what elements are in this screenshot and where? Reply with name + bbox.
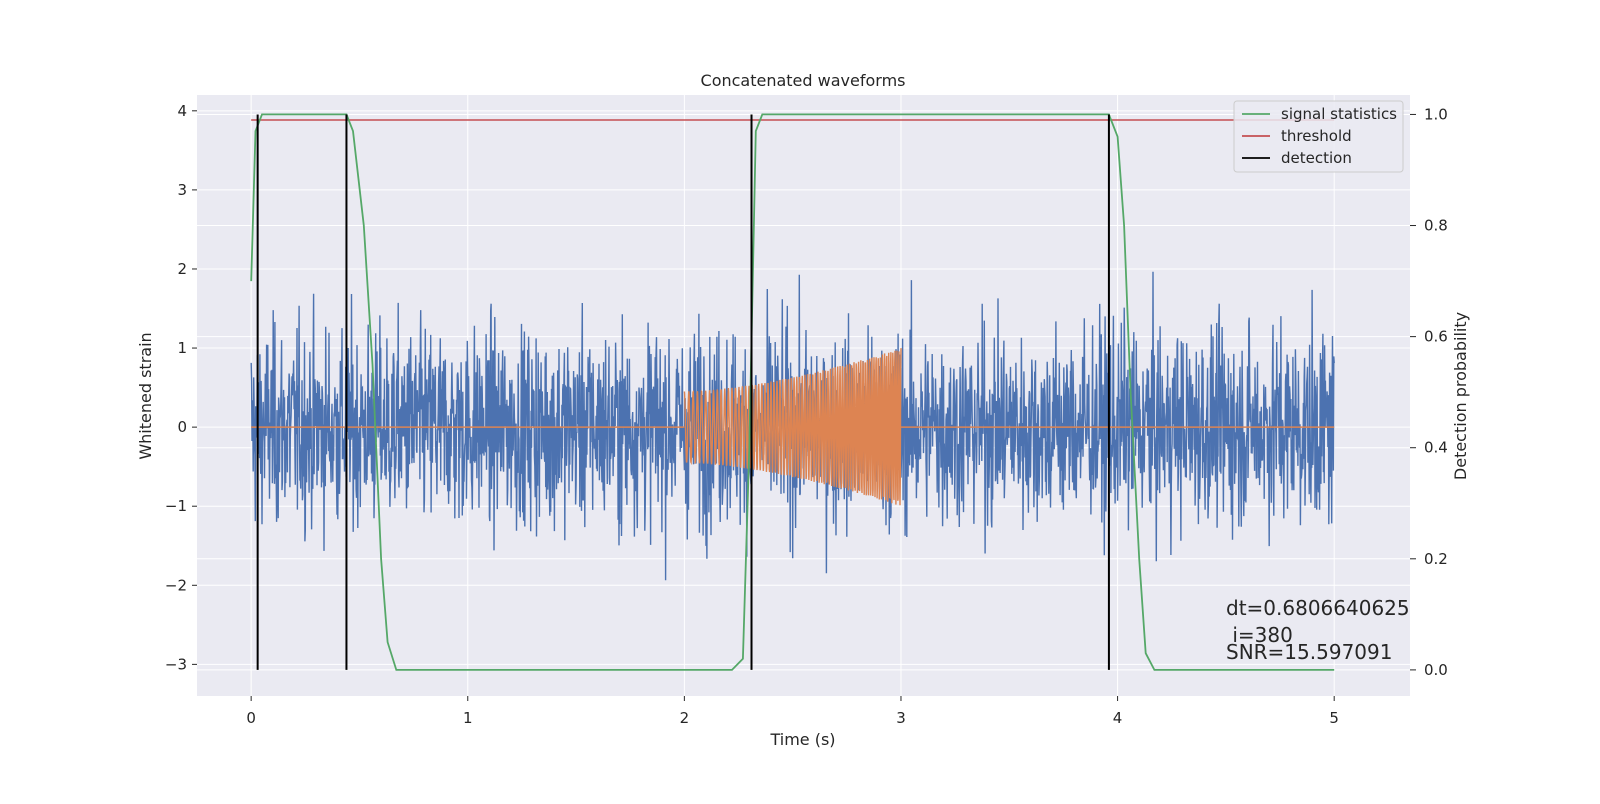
- y2-tick-label-1: 0.2: [1424, 550, 1448, 568]
- y2-tick-label-5: 1.0: [1424, 105, 1448, 123]
- annotation-block: dt=0.6806640625 i=380 SNR=15.597091: [1226, 596, 1410, 664]
- signal-statistics-line: [250, 113, 1335, 671]
- ticks-layer: 0 1 2 3 4 5 −3 −2 −1 0 1 2 3 4 0.0 0.2 0.4 0.6 0.8 1.0: [165, 102, 1448, 727]
- annotation-snr: SNR=15.597091: [1226, 640, 1392, 664]
- strain-layer: [250, 271, 1335, 581]
- legend-label-threshold: threshold: [1281, 127, 1352, 145]
- signal-layer: [251, 348, 1335, 506]
- y2-tick-label-2: 0.4: [1424, 439, 1448, 457]
- overlay-layer: [250, 113, 1335, 671]
- y-tick-label-3: 0: [177, 418, 187, 436]
- y2-tick-label-4: 0.8: [1424, 217, 1448, 235]
- x-axis-label: Time (s): [769, 730, 835, 749]
- legend: signal statistics threshold detection: [1233, 100, 1404, 173]
- legend-label-detection: detection: [1281, 149, 1352, 167]
- injected-chirp: [683, 348, 902, 506]
- legend-label-signal-statistics: signal statistics: [1281, 105, 1397, 123]
- x-tick-label-2: 2: [680, 709, 690, 727]
- y2-axis-label: Detection probability: [1451, 312, 1470, 480]
- y-tick-label-1: −2: [165, 576, 187, 594]
- x-tick-label-3: 3: [896, 709, 906, 727]
- strain-series: [250, 271, 1335, 581]
- annotation-dt: dt=0.6806640625: [1226, 596, 1410, 620]
- x-tick-label-1: 1: [463, 709, 473, 727]
- x-tick-label-0: 0: [246, 709, 256, 727]
- y-tick-label-4: 1: [177, 339, 187, 357]
- y-tick-label-6: 3: [177, 181, 187, 199]
- y-tick-label-0: −3: [165, 655, 187, 673]
- annotation-index: i=380: [1226, 623, 1293, 647]
- y-tick-label-2: −1: [165, 497, 187, 515]
- chart-title: Concatenated waveforms: [701, 71, 906, 90]
- y2-tick-label-3: 0.6: [1424, 328, 1448, 346]
- y-tick-label-7: 4: [177, 102, 187, 120]
- y-tick-label-5: 2: [177, 260, 187, 278]
- y-axis-label: Whitened strain: [136, 332, 155, 459]
- legend-box: [1233, 100, 1404, 173]
- x-tick-label-5: 5: [1329, 709, 1339, 727]
- x-tick-label-4: 4: [1113, 709, 1123, 727]
- y2-tick-label-0: 0.0: [1424, 661, 1448, 679]
